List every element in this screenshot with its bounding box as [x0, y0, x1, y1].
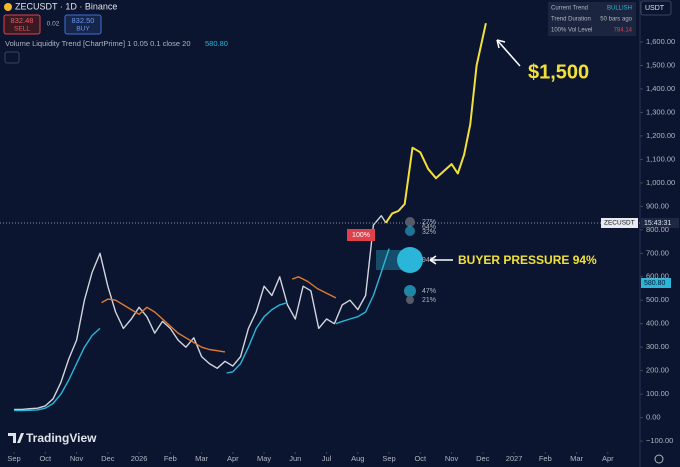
level-100-tag	[347, 229, 375, 241]
y-tick-label: 1,500.00	[646, 60, 675, 69]
price-line-series	[14, 215, 387, 411]
x-tick-label: Oct	[414, 454, 427, 463]
x-tick-label: Jul	[322, 454, 332, 463]
level-label: 94%	[422, 257, 436, 264]
price-line-series	[101, 276, 337, 353]
level-label: 27%	[422, 219, 436, 226]
table-cell: 50 bars ago	[600, 17, 632, 23]
x-tick-label: Mar	[195, 454, 208, 463]
x-tick-label: Feb	[164, 454, 177, 463]
y-tick-label: 500.00	[646, 295, 669, 304]
x-tick-label: Sep	[7, 454, 20, 463]
symbol-tag	[601, 218, 638, 228]
arrow-head	[496, 39, 506, 49]
collapse-button[interactable]	[4, 51, 20, 64]
countdown: 15:43:31	[644, 220, 671, 227]
settings-icon[interactable]	[654, 454, 664, 464]
currency-select[interactable]	[640, 0, 672, 16]
table-cell: BULLISH	[607, 6, 632, 12]
x-tick-label: Apr	[227, 454, 239, 463]
logo	[8, 433, 24, 443]
x-tick-label: Oct	[39, 454, 52, 463]
y-tick-label: 800.00	[646, 225, 669, 234]
spread: 0.02	[47, 21, 60, 28]
x-tick-label: Feb	[539, 454, 552, 463]
profile-node	[404, 285, 416, 297]
y-tick-label: 300.00	[646, 342, 669, 351]
x-tick-label: Jun	[289, 454, 301, 463]
table-cell: Trend Duration	[551, 17, 591, 23]
level-label: 21%	[422, 297, 436, 304]
price-line-series	[385, 22, 487, 224]
info-table: Current Trend BULLISH Trend Duration 50 …	[548, 2, 636, 36]
y-tick-label: 1,300.00	[646, 107, 675, 116]
profile-node	[405, 226, 415, 236]
table-cell: Current Trend	[551, 6, 588, 12]
arrow-head	[429, 255, 437, 265]
y-tick-label: 200.00	[646, 366, 669, 375]
symbol: ZECUSDT · 1D · Binance	[15, 1, 117, 11]
indicator-tag-text: 580.80	[644, 280, 666, 287]
arrow	[496, 39, 521, 67]
countdown-tag	[641, 218, 679, 228]
table-cell: 100% Vol Level	[551, 28, 592, 34]
symbol-tag-text: ZECUSDT	[604, 220, 635, 227]
y-tick-label: 100.00	[646, 389, 669, 398]
level-100: 100%	[352, 232, 370, 239]
sell-label: SELL	[14, 26, 30, 33]
x-tick-label: Nov	[70, 454, 84, 463]
y-tick-label: 700.00	[646, 248, 669, 257]
y-tick-label: 1,400.00	[646, 84, 675, 93]
x-tick-label: Dec	[101, 454, 115, 463]
y-tick-label: 900.00	[646, 201, 669, 210]
y-tick-label: 1,000.00	[646, 178, 675, 187]
x-tick-label: May	[257, 454, 271, 463]
symbol-icon	[4, 3, 12, 11]
x-tick-label: Mar	[570, 454, 583, 463]
buy-button[interactable]	[64, 14, 102, 35]
sell-price: 832.48	[11, 16, 34, 25]
table-cell: 784.14	[614, 28, 633, 34]
y-tick-label: 1,600.00	[646, 37, 675, 46]
indicator-value: 580.80	[205, 39, 228, 48]
x-tick-label: 2027	[506, 454, 523, 463]
level-label: 64%	[422, 224, 436, 231]
target-annotation: $1,500	[528, 61, 589, 83]
y-tick-label: 600.00	[646, 272, 669, 281]
y-tick-label: 400.00	[646, 319, 669, 328]
y-tick-label: 1,100.00	[646, 154, 675, 163]
x-tick-label: Nov	[445, 454, 459, 463]
profile-node	[406, 296, 414, 304]
y-tick-label: 1,200.00	[646, 131, 675, 140]
plot	[14, 22, 487, 412]
x-tick-label: Sep	[382, 454, 395, 463]
y-tick-label: 0.00	[646, 413, 661, 422]
volume-profile: 27% 64% 32% 94% 47% 21% 100%	[347, 217, 436, 304]
currency: USDT	[645, 5, 665, 12]
sell-button[interactable]	[3, 14, 41, 35]
indicator-tag	[641, 278, 671, 288]
buy-label: BUY	[76, 26, 90, 33]
buy-price: 832.50	[72, 16, 95, 25]
level-label: 32%	[422, 229, 436, 236]
level-label: 47%	[422, 288, 436, 295]
watermark: TradingView	[26, 431, 97, 445]
table-bg	[548, 2, 636, 36]
profile-node	[405, 217, 415, 227]
price-line-series	[14, 248, 390, 412]
indicator-name: Volume Liquidity Trend [ChartPrime] 1 0.…	[5, 39, 191, 48]
buyer-pressure: BUYER PRESSURE 94%	[458, 253, 597, 267]
x-tick-label: Apr	[602, 454, 614, 463]
x-tick-label: Dec	[476, 454, 490, 463]
x-tick-label: 2026	[131, 454, 148, 463]
profile-node	[397, 247, 423, 273]
x-tick-label: Aug	[351, 454, 364, 463]
y-tick-label: −100.00	[646, 436, 673, 445]
